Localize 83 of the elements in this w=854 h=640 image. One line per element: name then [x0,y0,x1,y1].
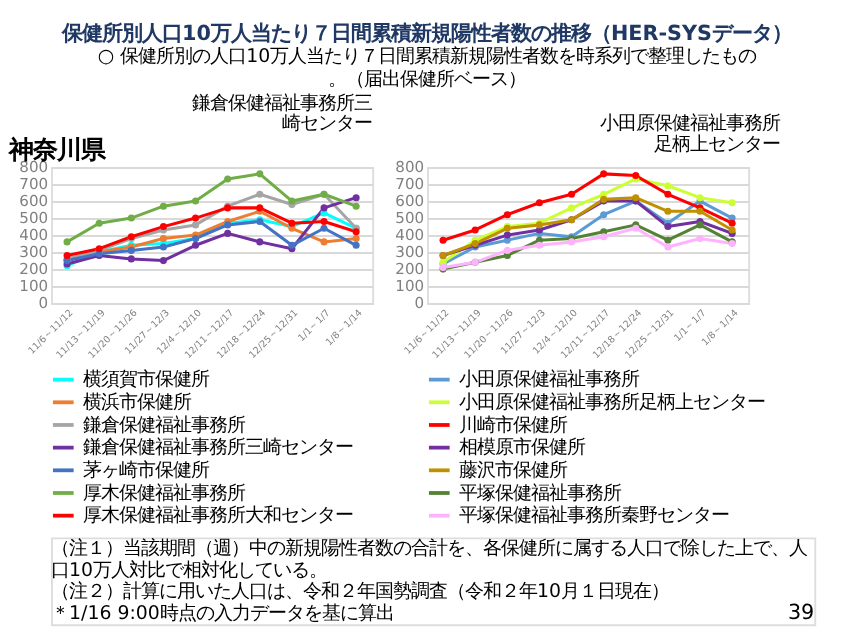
text: ○ 保健所別の人口10万人当たり７日間累積新規陽性者数を時系列で整理したもの。（届出保健所ベース） [97,46,757,91]
point [600,170,608,178]
legend-label: 小田原保健福祉事務所足柄上センター [459,391,766,414]
point [256,170,264,178]
point [127,255,135,263]
legend-label: 小田原保健福祉事務所 [459,369,640,392]
y-tick-label: 400 [395,225,425,244]
y-tick-label: 600 [19,191,49,210]
y-tick-label: 400 [19,225,49,244]
point [95,219,103,227]
point [471,226,479,234]
point [320,224,328,232]
point [664,182,672,190]
point [256,238,264,246]
y-tick-label: 100 [395,276,425,295]
legend-label: 藤沢市保健所 [459,459,568,482]
y-tick-label: 200 [19,259,49,278]
text: （注１）当該期間（週）中の新規陽性者数の合計を、各保健所に属する人口で除した上で、人口10万人対比で相対化している。 [51,537,808,582]
point [728,199,736,207]
legend-label: 厚木保健福祉事務所 [83,482,246,505]
text: （注２）計算に用いた人口は、令和２年国勢調査（令和２年10月１日現在） [51,581,670,604]
point [600,211,608,219]
legend-label: 鎌倉保健福祉事務所三崎センター [83,437,354,460]
point [664,207,672,215]
point [535,199,543,207]
point [352,194,360,202]
y-tick-label: 100 [19,276,49,295]
point [503,231,511,239]
y-tick-label: 500 [19,208,49,227]
legend-label: 相模原市保健所 [459,437,586,460]
point [63,238,71,246]
text: ＊1/16 9:00時点の入力データを基に算出 [51,603,394,626]
y-tick-label: 0 [38,293,49,312]
legend-label: 川崎市保健所 [459,414,568,437]
point [728,219,736,227]
point [503,211,511,219]
point [256,190,264,198]
legend-label: 厚木保健福祉事務所大和センター [83,505,354,528]
point [664,243,672,251]
point [600,233,608,241]
legend-label: 横浜市保健所 [83,391,192,414]
point [352,241,360,249]
legend-label: 鎌倉保健福祉事務所 [83,414,246,437]
y-tick-label: 800 [395,157,425,176]
point [664,236,672,244]
point [159,234,167,243]
point [535,241,543,249]
y-tick-label: 700 [395,174,425,193]
point [224,229,232,237]
point [503,246,511,254]
y-tick-label: 700 [19,174,49,193]
point [127,214,135,222]
point [192,221,200,229]
point [568,204,576,212]
legend-label: 茅ヶ崎市保健所 [83,459,210,482]
point [224,175,232,183]
y-tick-label: 0 [414,293,425,312]
point [192,197,200,205]
point [320,217,328,226]
point [192,241,200,249]
text: 小田原保健福祉事務所足柄上センター [600,113,781,157]
y-tick-label: 500 [395,208,425,227]
point [192,214,200,222]
legend-label: 平塚保健福祉事務所秦野センター [459,505,730,528]
point [320,238,328,246]
point [696,234,704,243]
point [568,190,576,198]
point [159,257,167,265]
point [159,202,167,210]
point [352,202,360,210]
point [352,234,360,243]
point [320,204,328,212]
text: 鎌倉保健福祉事務所三崎センター [192,92,373,136]
y-tick-label: 200 [395,259,425,278]
point [664,190,672,198]
point [439,236,447,244]
text: 39 [787,600,815,625]
y-tick-label: 300 [395,242,425,261]
text: 保健所別人口10万人当たり７日間累積新規陽性者数の推移（HER-SYSデータ） [60,21,792,46]
y-tick-label: 300 [19,242,49,261]
legend-label: 平塚保健福祉事務所 [459,482,622,505]
y-tick-label: 600 [395,191,425,210]
legend-label: 横須賀市保健所 [83,369,210,392]
